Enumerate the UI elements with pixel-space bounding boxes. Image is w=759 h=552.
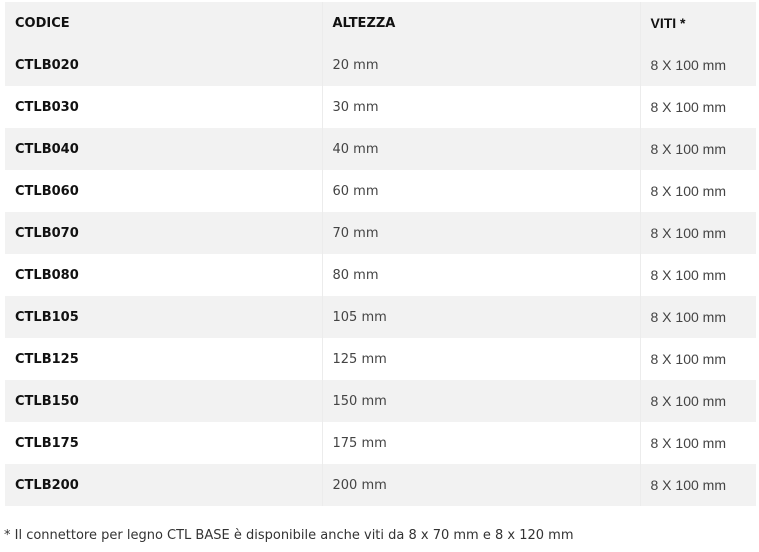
- cell-viti: 8 X 100 mm: [639, 422, 756, 464]
- header-codice: CODICE: [15, 15, 70, 31]
- table-row: CTLB200 200 mm 8 X 100 mm: [5, 464, 756, 506]
- table-row: CTLB040 40 mm 8 X 100 mm: [5, 128, 756, 170]
- cell-codice: CTLB070: [15, 225, 79, 241]
- cell-viti: 8 X 100 mm: [639, 128, 756, 170]
- cell-codice: CTLB150: [15, 393, 79, 409]
- cell-codice: CTLB125: [15, 351, 79, 367]
- header-altezza: ALTEZZA: [321, 2, 640, 44]
- cell-altezza: 175 mm: [321, 422, 640, 464]
- cell-altezza: 125 mm: [321, 338, 640, 380]
- cell-viti: 8 X 100 mm: [639, 338, 756, 380]
- cell-altezza: 80 mm: [321, 254, 640, 296]
- cell-viti: 8 X 100 mm: [639, 86, 756, 128]
- cell-codice: CTLB105: [15, 309, 79, 325]
- cell-codice: CTLB040: [15, 141, 79, 157]
- cell-viti: 8 X 100 mm: [639, 380, 756, 422]
- table-row: CTLB020 20 mm 8 X 100 mm: [5, 44, 756, 86]
- cell-altezza: 60 mm: [321, 170, 640, 212]
- cell-codice: CTLB200: [15, 477, 79, 493]
- table-row: CTLB060 60 mm 8 X 100 mm: [5, 170, 756, 212]
- table-row: CTLB150 150 mm 8 X 100 mm: [5, 380, 756, 422]
- table-row: CTLB070 70 mm 8 X 100 mm: [5, 212, 756, 254]
- cell-altezza: 40 mm: [321, 128, 640, 170]
- table-header-row: CODICE ALTEZZA VITI *: [5, 2, 756, 44]
- cell-altezza: 150 mm: [321, 380, 640, 422]
- cell-altezza: 30 mm: [321, 86, 640, 128]
- cell-codice: CTLB020: [15, 57, 79, 73]
- table-row: CTLB175 175 mm 8 X 100 mm: [5, 422, 756, 464]
- table-row: CTLB030 30 mm 8 X 100 mm: [5, 86, 756, 128]
- cell-viti: 8 X 100 mm: [639, 296, 756, 338]
- table-row: CTLB105 105 mm 8 X 100 mm: [5, 296, 756, 338]
- cell-viti: 8 X 100 mm: [639, 170, 756, 212]
- cell-codice: CTLB080: [15, 267, 79, 283]
- cell-codice: CTLB175: [15, 435, 79, 451]
- table-row: CTLB080 80 mm 8 X 100 mm: [5, 254, 756, 296]
- cell-altezza: 20 mm: [321, 44, 640, 86]
- cell-codice: CTLB030: [15, 99, 79, 115]
- cell-altezza: 105 mm: [321, 296, 640, 338]
- cell-altezza: 70 mm: [321, 212, 640, 254]
- table-row: CTLB125 125 mm 8 X 100 mm: [5, 338, 756, 380]
- footnote: * Il connettore per legno CTL BASE è dis…: [4, 528, 574, 543]
- cell-viti: 8 X 100 mm: [639, 254, 756, 296]
- cell-altezza: 200 mm: [321, 464, 640, 506]
- product-table: CODICE ALTEZZA VITI * CTLB020 20 mm 8 X 10…: [5, 2, 756, 506]
- cell-viti: 8 X 100 mm: [639, 212, 756, 254]
- cell-viti: 8 X 100 mm: [639, 464, 756, 506]
- cell-viti: 8 X 100 mm: [639, 44, 756, 86]
- header-viti: VITI *: [639, 2, 756, 44]
- cell-codice: CTLB060: [15, 183, 79, 199]
